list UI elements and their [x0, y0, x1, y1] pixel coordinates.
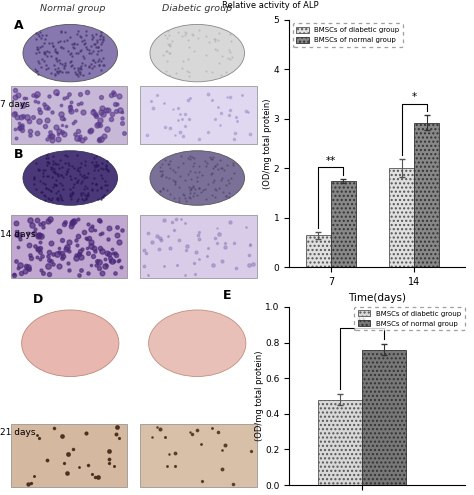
Text: E: E: [222, 289, 231, 302]
Bar: [140, 215, 256, 279]
Text: 14 days: 14 days: [0, 230, 36, 239]
Text: 7 days: 7 days: [0, 100, 30, 109]
Bar: [140, 424, 256, 487]
Y-axis label: (OD/mg total protein): (OD/mg total protein): [263, 99, 272, 189]
Bar: [414, 123, 439, 267]
Text: *: *: [412, 93, 417, 102]
Bar: [331, 181, 356, 267]
Bar: [11, 215, 127, 279]
Ellipse shape: [23, 150, 118, 205]
Bar: [11, 424, 127, 487]
Bar: [306, 235, 331, 267]
Legend: BMSCs of diabetic group, BMSCs of normal group: BMSCs of diabetic group, BMSCs of normal…: [292, 23, 403, 47]
Y-axis label: (OD/mg total protein): (OD/mg total protein): [255, 351, 264, 441]
Ellipse shape: [150, 24, 245, 82]
Text: 21 days: 21 days: [0, 428, 36, 437]
Text: Normal group: Normal group: [40, 4, 106, 13]
Text: D: D: [32, 294, 43, 306]
Ellipse shape: [150, 150, 245, 205]
Bar: [140, 86, 256, 144]
Bar: [11, 86, 127, 144]
Bar: [362, 349, 406, 485]
Ellipse shape: [148, 310, 246, 377]
Bar: [389, 168, 414, 267]
Ellipse shape: [23, 24, 118, 82]
Text: A: A: [13, 19, 23, 32]
Text: B: B: [13, 148, 23, 161]
Bar: [319, 399, 362, 485]
Legend: BMSCs of diabetic group, BMSCs of normal group: BMSCs of diabetic group, BMSCs of normal…: [355, 307, 465, 330]
X-axis label: Time(days): Time(days): [348, 293, 406, 302]
Text: **: **: [326, 156, 336, 166]
Text: Relative activity of ALP: Relative activity of ALP: [222, 1, 319, 10]
Text: **: **: [357, 316, 367, 327]
Ellipse shape: [22, 310, 119, 377]
Text: Diabetic group: Diabetic group: [162, 4, 232, 13]
